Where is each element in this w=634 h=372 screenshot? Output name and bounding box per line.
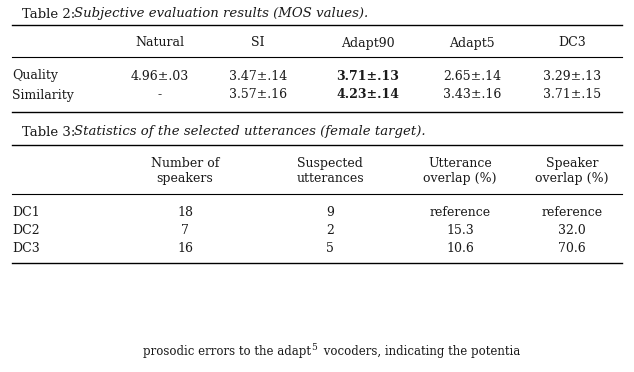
Text: 4.23±.14: 4.23±.14 (337, 89, 399, 102)
Text: DC3: DC3 (12, 243, 40, 256)
Text: Subjective evaluation results (MOS values).: Subjective evaluation results (MOS value… (74, 7, 368, 20)
Text: 4.96±.03: 4.96±.03 (131, 70, 189, 83)
Text: 70.6: 70.6 (558, 243, 586, 256)
Text: 5: 5 (326, 243, 334, 256)
Text: 2: 2 (326, 224, 334, 237)
Text: vocoders, indicating the potentia: vocoders, indicating the potentia (320, 346, 521, 359)
Text: 15.3: 15.3 (446, 224, 474, 237)
Text: SI: SI (251, 36, 265, 49)
Text: -: - (158, 89, 162, 102)
Text: 5: 5 (311, 343, 317, 353)
Text: 3.47±.14: 3.47±.14 (229, 70, 287, 83)
Text: 9: 9 (326, 206, 334, 219)
Text: 7: 7 (181, 224, 189, 237)
Text: DC1: DC1 (12, 206, 40, 219)
Text: Statistics of the selected utterances (female target).: Statistics of the selected utterances (f… (74, 125, 425, 138)
Text: Similarity: Similarity (12, 89, 74, 102)
Text: Suspected
utterances: Suspected utterances (296, 157, 364, 185)
Text: Number of
speakers: Number of speakers (151, 157, 219, 185)
Text: 3.43±.16: 3.43±.16 (443, 89, 501, 102)
Text: 18: 18 (177, 206, 193, 219)
Text: reference: reference (541, 206, 602, 219)
Text: 10.6: 10.6 (446, 243, 474, 256)
Text: 3.57±.16: 3.57±.16 (229, 89, 287, 102)
Text: Quality: Quality (12, 70, 58, 83)
Text: Utterance
overlap (%): Utterance overlap (%) (424, 157, 497, 185)
Text: Table 3:: Table 3: (22, 125, 80, 138)
Text: prosodic errors to the adapt: prosodic errors to the adapt (143, 346, 311, 359)
Text: 32.0: 32.0 (558, 224, 586, 237)
Text: Table 2:: Table 2: (22, 7, 79, 20)
Text: Speaker
overlap (%): Speaker overlap (%) (535, 157, 609, 185)
Text: Natural: Natural (136, 36, 184, 49)
Text: 3.29±.13: 3.29±.13 (543, 70, 601, 83)
Text: Adapt5: Adapt5 (449, 36, 495, 49)
Text: 3.71±.15: 3.71±.15 (543, 89, 601, 102)
Text: 16: 16 (177, 243, 193, 256)
Text: Adapt90: Adapt90 (341, 36, 395, 49)
Text: DC2: DC2 (12, 224, 39, 237)
Text: reference: reference (429, 206, 491, 219)
Text: 2.65±.14: 2.65±.14 (443, 70, 501, 83)
Text: 3.71±.13: 3.71±.13 (337, 70, 399, 83)
Text: DC3: DC3 (558, 36, 586, 49)
